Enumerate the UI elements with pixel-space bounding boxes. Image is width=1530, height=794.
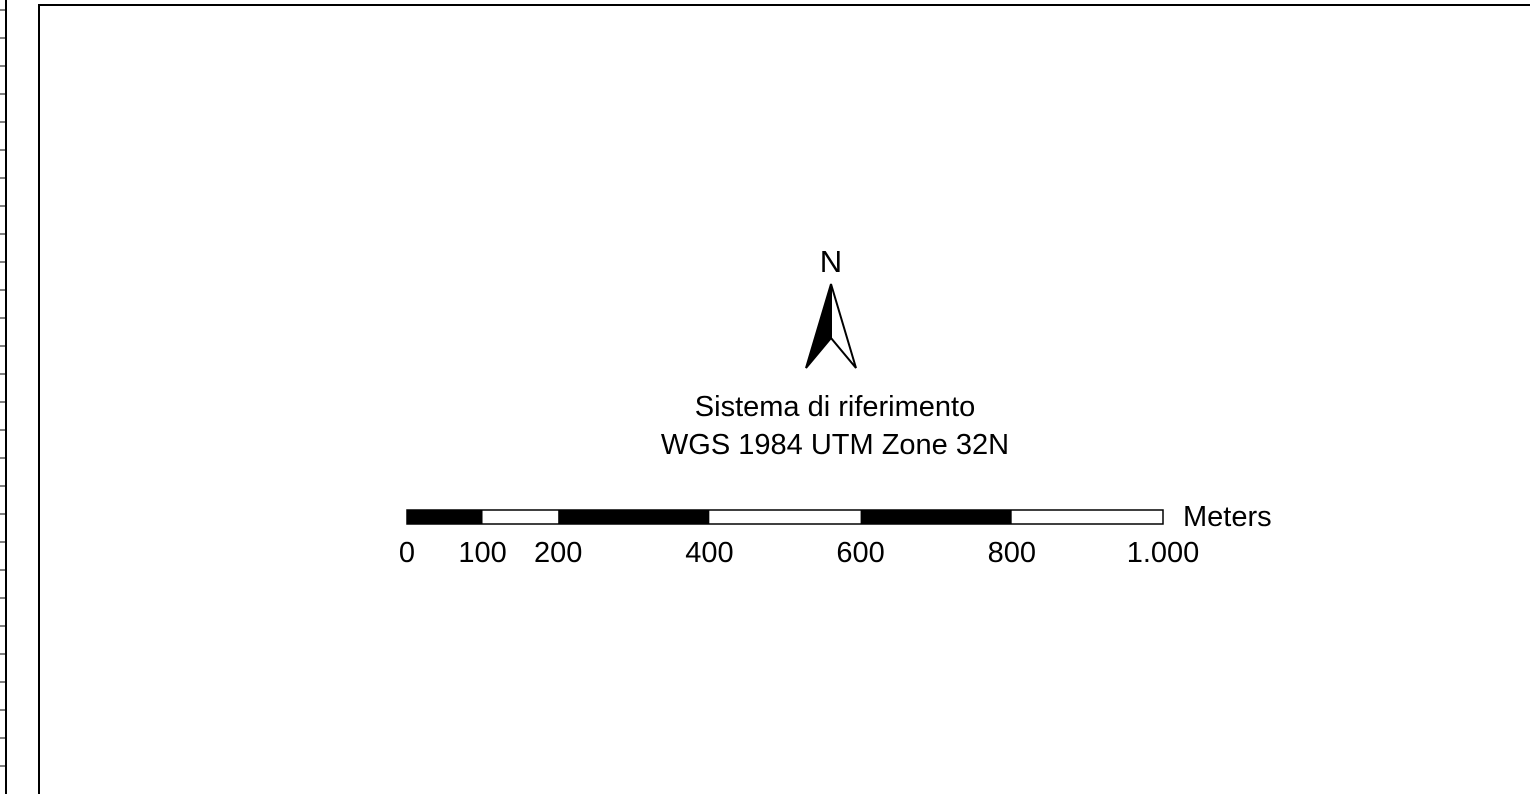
scale-bar-units: Meters — [1183, 501, 1272, 533]
scale-bar — [406, 509, 1164, 525]
north-arrow-dark-half — [805, 283, 832, 369]
north-label: N — [819, 244, 843, 279]
scale-bar-tick-label: 100 — [458, 537, 507, 569]
scale-bar-tick-label: 600 — [836, 537, 885, 569]
scale-bar-segment-1 — [482, 510, 559, 524]
scale-bar-outline — [406, 509, 1164, 525]
left-ruler — [0, 0, 7, 794]
scale-bar-tick-label: 800 — [987, 537, 1036, 569]
scale-bar-tick-label: 400 — [685, 537, 734, 569]
scale-bar-segment-0 — [407, 510, 483, 524]
reference-system-title: Sistema di riferimento — [694, 391, 976, 423]
scale-bar-tick-label: 1.000 — [1126, 537, 1200, 569]
scale-bar-segment-4 — [860, 510, 1012, 524]
reference-system-crs: WGS 1984 UTM Zone 32N — [660, 429, 1010, 461]
scale-bar-tick-label: 200 — [533, 537, 583, 569]
north-arrow-light-half — [830, 283, 857, 369]
map-frame — [38, 4, 1530, 794]
north-arrow-icon — [805, 283, 857, 369]
scale-bar-segment-5 — [1011, 510, 1163, 524]
scale-bar-segment-2 — [558, 510, 710, 524]
scale-bar-tick-label: 0 — [398, 537, 416, 569]
scale-bar-segment-3 — [709, 510, 861, 524]
